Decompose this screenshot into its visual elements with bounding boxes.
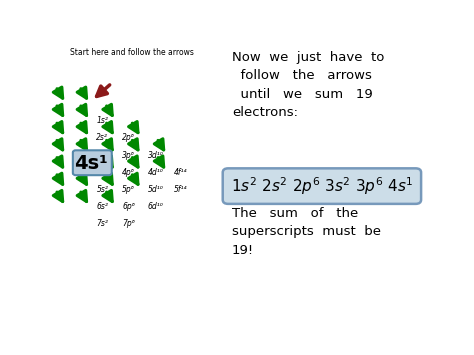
FancyBboxPatch shape [73,150,112,175]
Text: 6p⁶: 6p⁶ [122,202,135,211]
Text: 5s²: 5s² [96,185,108,194]
Text: 4s¹: 4s¹ [96,168,108,177]
Text: 4p⁶: 4p⁶ [122,168,135,177]
Text: Now  we  just  have  to
  follow   the   arrows
  until   we   sum   19
electron: Now we just have to follow the arrows un… [232,51,384,119]
Text: 4f¹⁴: 4f¹⁴ [173,168,187,177]
Text: 3d¹⁰: 3d¹⁰ [148,151,164,160]
Text: 4d¹⁰: 4d¹⁰ [148,168,164,177]
Text: 3p⁶: 3p⁶ [122,151,135,160]
Text: 1s²: 1s² [96,116,108,125]
Text: 2s²: 2s² [96,133,108,142]
Text: 2p⁶: 2p⁶ [122,133,135,142]
FancyBboxPatch shape [223,168,421,204]
Text: Start here and follow the arrows: Start here and follow the arrows [70,48,194,57]
Text: 6s²: 6s² [96,202,108,211]
Text: 3s²: 3s² [96,151,108,160]
Text: 5d¹⁰: 5d¹⁰ [148,185,164,194]
Text: The   sum   of   the
superscripts  must  be
19!: The sum of the superscripts must be 19! [232,207,381,257]
Text: 5p⁶: 5p⁶ [122,185,135,194]
Text: 5f¹⁴: 5f¹⁴ [173,185,187,194]
Text: 6d¹⁰: 6d¹⁰ [148,202,164,211]
Text: $1s^2\ 2s^2\ 2p^6\ 3s^2\ 3p^6\ 4s^1$: $1s^2\ 2s^2\ 2p^6\ 3s^2\ 3p^6\ 4s^1$ [231,175,413,197]
Text: 7p⁶: 7p⁶ [122,219,135,229]
Text: 7s²: 7s² [96,219,108,229]
Text: 4s¹: 4s¹ [74,154,108,173]
